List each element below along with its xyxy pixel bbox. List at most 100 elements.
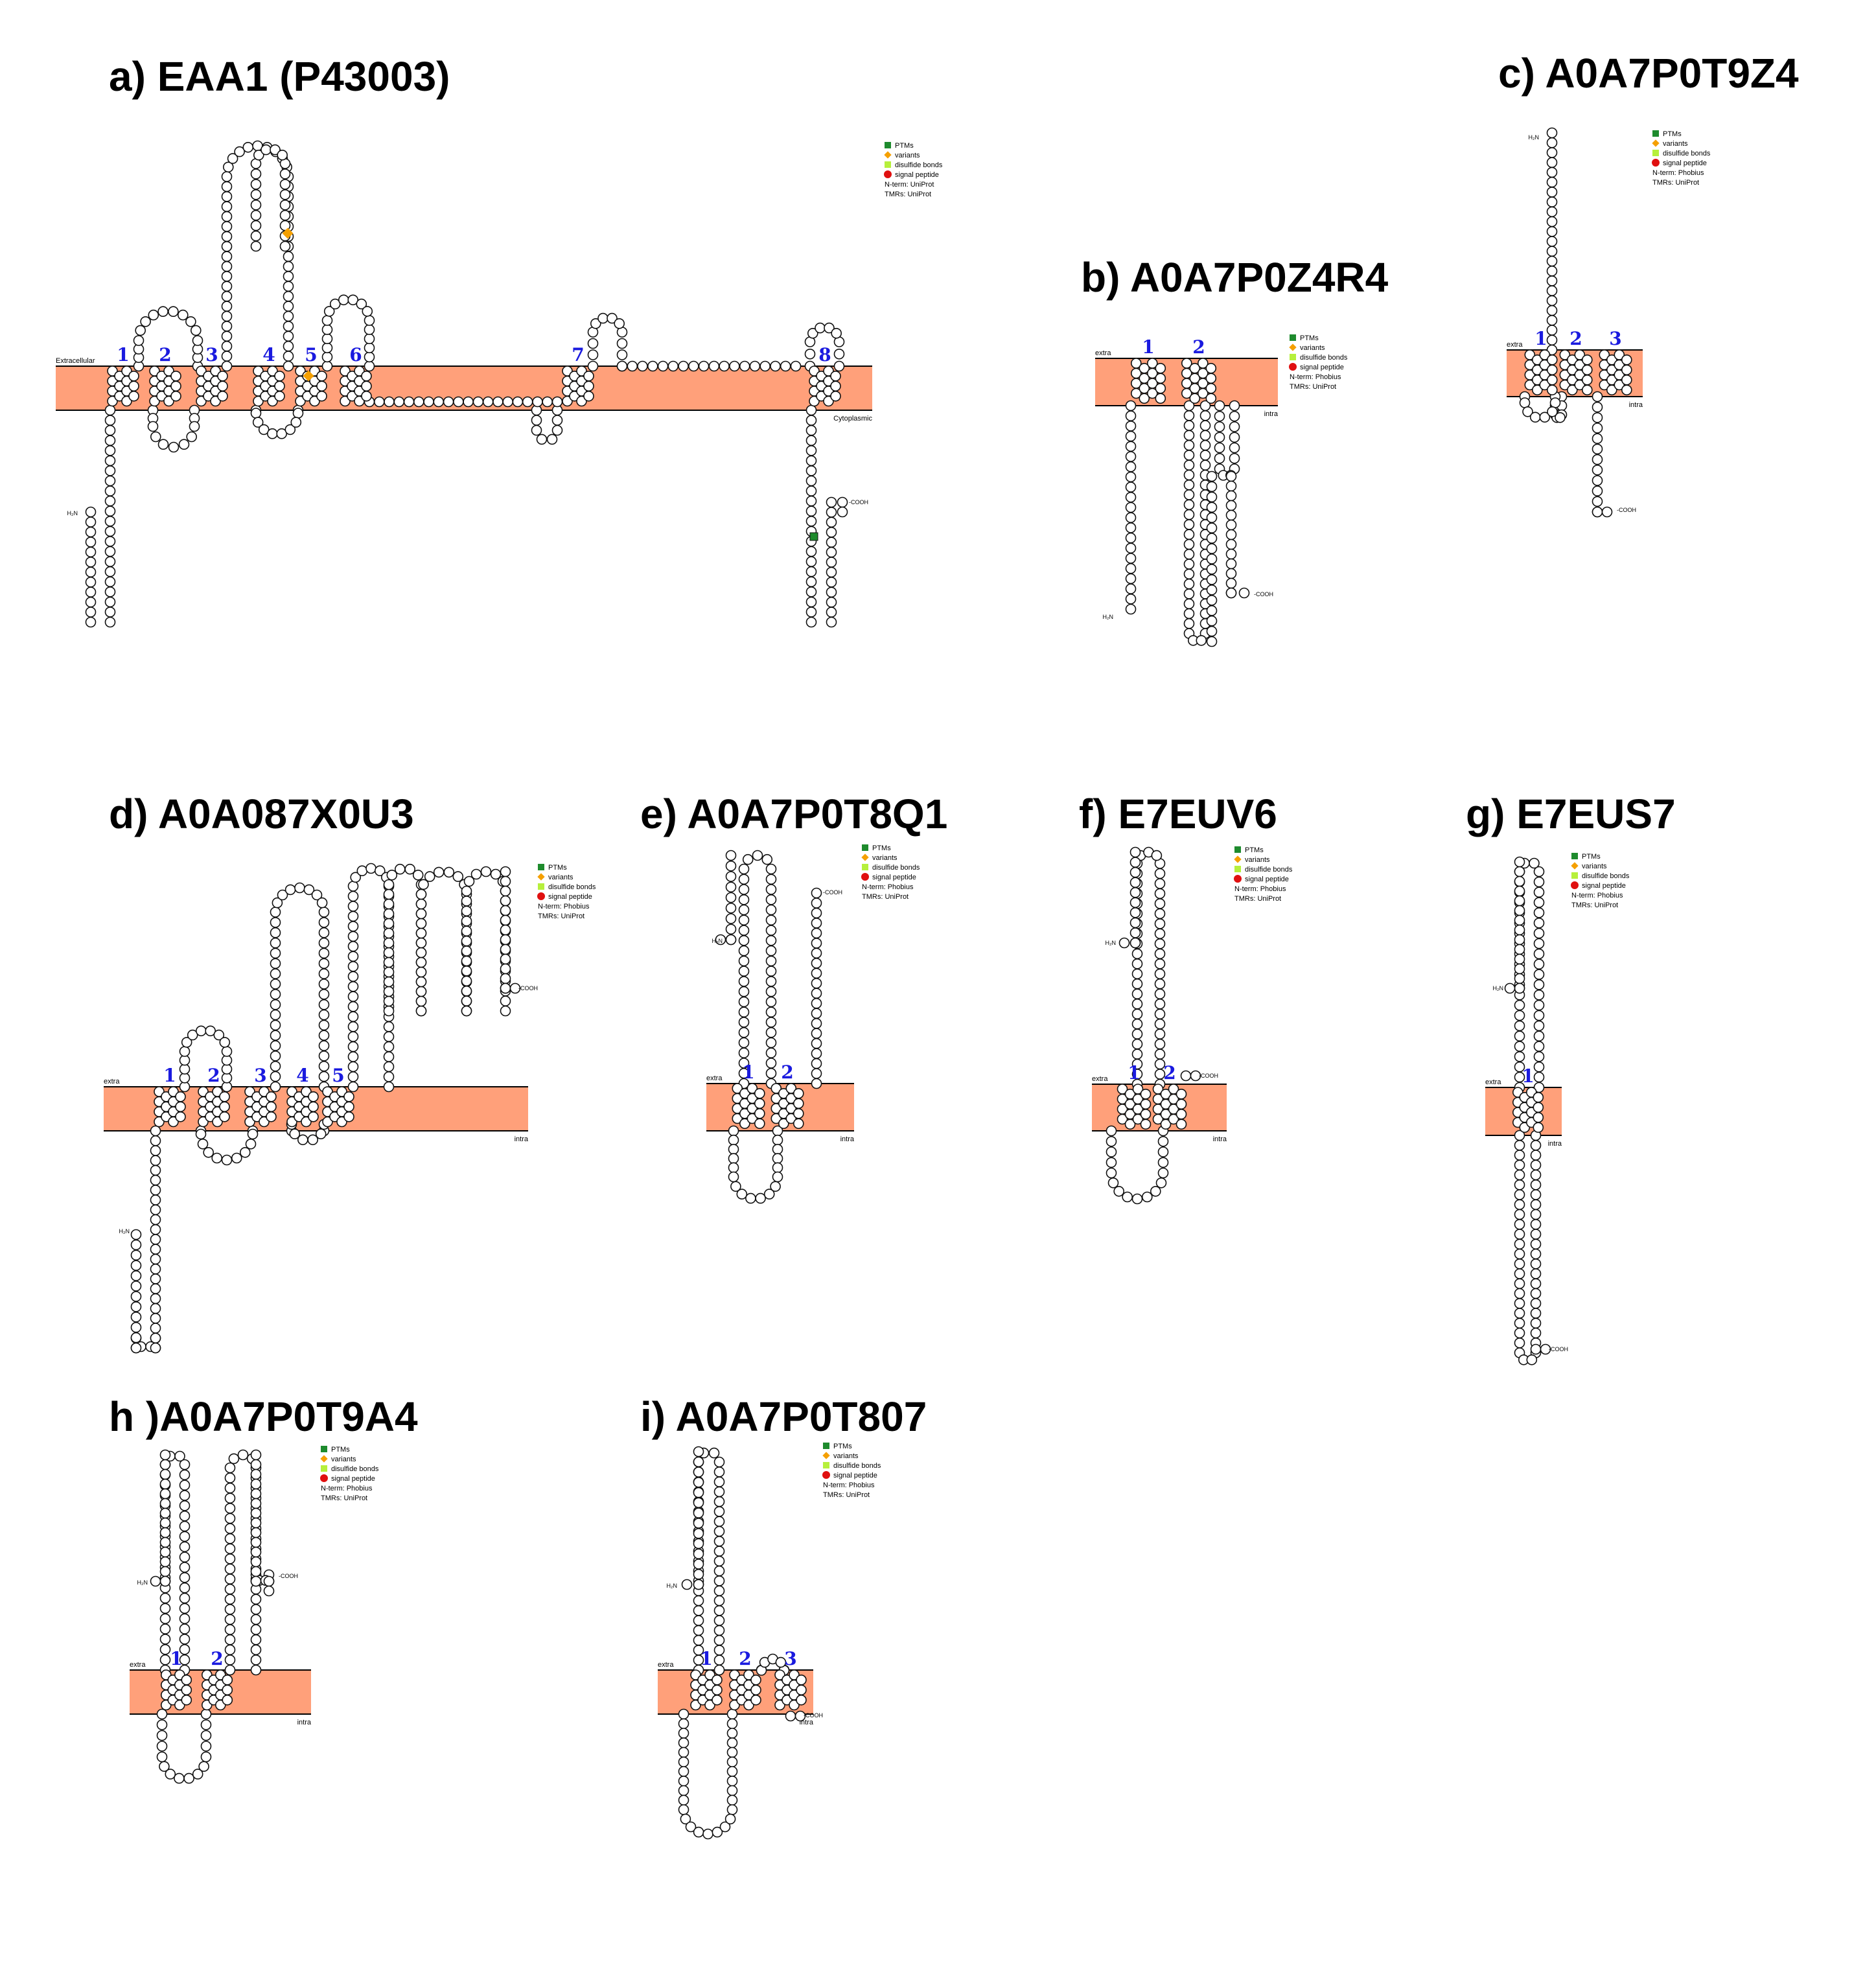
- residue: [807, 327, 818, 339]
- residue: [693, 1477, 704, 1488]
- residue: [250, 1478, 262, 1490]
- residue: [1533, 1071, 1545, 1083]
- residue: [318, 927, 330, 938]
- residue: [253, 150, 264, 161]
- residue: [826, 557, 837, 568]
- residue: [765, 925, 777, 936]
- residue: [1555, 412, 1566, 423]
- legend-entry: variants: [1582, 863, 1607, 870]
- residue: [742, 853, 754, 865]
- residue: [713, 1476, 725, 1487]
- residue: [104, 566, 116, 577]
- residue: [175, 1111, 186, 1122]
- residue: [347, 911, 359, 922]
- residue: [321, 315, 333, 326]
- residue: [1514, 1308, 1525, 1319]
- tm-helix-number: 1: [170, 1648, 182, 1669]
- legend-ptm-swatch: [321, 1446, 327, 1452]
- residue: [85, 537, 97, 548]
- residue: [1514, 876, 1525, 887]
- residue: [130, 1301, 142, 1312]
- residue: [681, 1579, 693, 1590]
- residue: [361, 370, 372, 382]
- residue: [461, 905, 472, 917]
- residue: [693, 1579, 704, 1590]
- residue: [1530, 1308, 1542, 1319]
- residue: [179, 1073, 191, 1084]
- outside-label: extra: [104, 1078, 120, 1085]
- residue: [1154, 1028, 1166, 1039]
- residue: [1533, 887, 1545, 898]
- residue: [159, 1592, 171, 1604]
- residue: [364, 324, 375, 335]
- residue: [805, 515, 817, 527]
- residue: [713, 1585, 725, 1596]
- residue: [85, 516, 97, 528]
- residue: [1514, 1199, 1525, 1211]
- inside-label: Cytoplasmic: [833, 415, 872, 423]
- residue: [347, 961, 359, 972]
- residue: [1206, 512, 1218, 524]
- residue: [1175, 1119, 1187, 1130]
- residue: [1206, 522, 1218, 534]
- residue: [318, 989, 330, 1000]
- residue: [213, 1029, 225, 1041]
- residue: [270, 1061, 281, 1072]
- residue: [1601, 506, 1613, 518]
- residue: [1125, 491, 1137, 503]
- residue: [224, 1583, 236, 1595]
- residue: [1142, 1191, 1153, 1203]
- residue: [1539, 412, 1551, 423]
- residue: [170, 390, 181, 402]
- residue: [1547, 374, 1558, 386]
- residue: [1599, 379, 1610, 391]
- residue: [423, 396, 434, 408]
- legend-ptm-swatch: [1571, 853, 1578, 859]
- residue: [1519, 397, 1531, 408]
- residue: [415, 1005, 427, 1017]
- residue: [826, 516, 837, 528]
- residue: [263, 1575, 275, 1587]
- residue: [1154, 988, 1166, 999]
- residue: [1106, 1146, 1117, 1157]
- residue: [833, 348, 845, 360]
- residue: [805, 485, 817, 496]
- residue: [150, 1224, 161, 1235]
- residue: [747, 1113, 758, 1124]
- residue: [347, 921, 359, 932]
- residue: [1181, 388, 1192, 399]
- residue: [347, 981, 359, 992]
- residue: [159, 1613, 171, 1625]
- residue: [1183, 598, 1195, 610]
- residue: [192, 1769, 203, 1780]
- residue: [1514, 953, 1525, 965]
- tm-helix-number: 8: [818, 344, 831, 366]
- residue: [811, 958, 822, 969]
- residue: [283, 271, 294, 282]
- residue: [148, 309, 159, 321]
- residue: [270, 1019, 281, 1031]
- residue: [1160, 1119, 1172, 1130]
- residue: [583, 370, 594, 382]
- residue: [1225, 470, 1237, 482]
- residue: [1125, 583, 1137, 594]
- residue: [805, 465, 817, 476]
- residue: [778, 1118, 789, 1130]
- residue: [174, 1772, 185, 1784]
- residue: [383, 966, 395, 978]
- legend-ptm-swatch: [823, 1443, 829, 1449]
- residue: [227, 153, 238, 164]
- residue: [1514, 1229, 1525, 1240]
- residue: [765, 1067, 777, 1079]
- residue: [837, 506, 848, 518]
- panel-e: e) A0A7P0T8Q1 extra intra 1 2 H₂N -COOH PTMs var…: [640, 791, 947, 1204]
- residue: [1125, 542, 1137, 554]
- residue: [500, 973, 511, 984]
- residue: [739, 360, 750, 372]
- residue: [1582, 384, 1593, 396]
- residue: [678, 1708, 689, 1720]
- residue: [811, 968, 822, 979]
- residue: [222, 1675, 233, 1686]
- residue: [726, 1708, 738, 1720]
- tm-helix-number: 2: [1192, 336, 1205, 358]
